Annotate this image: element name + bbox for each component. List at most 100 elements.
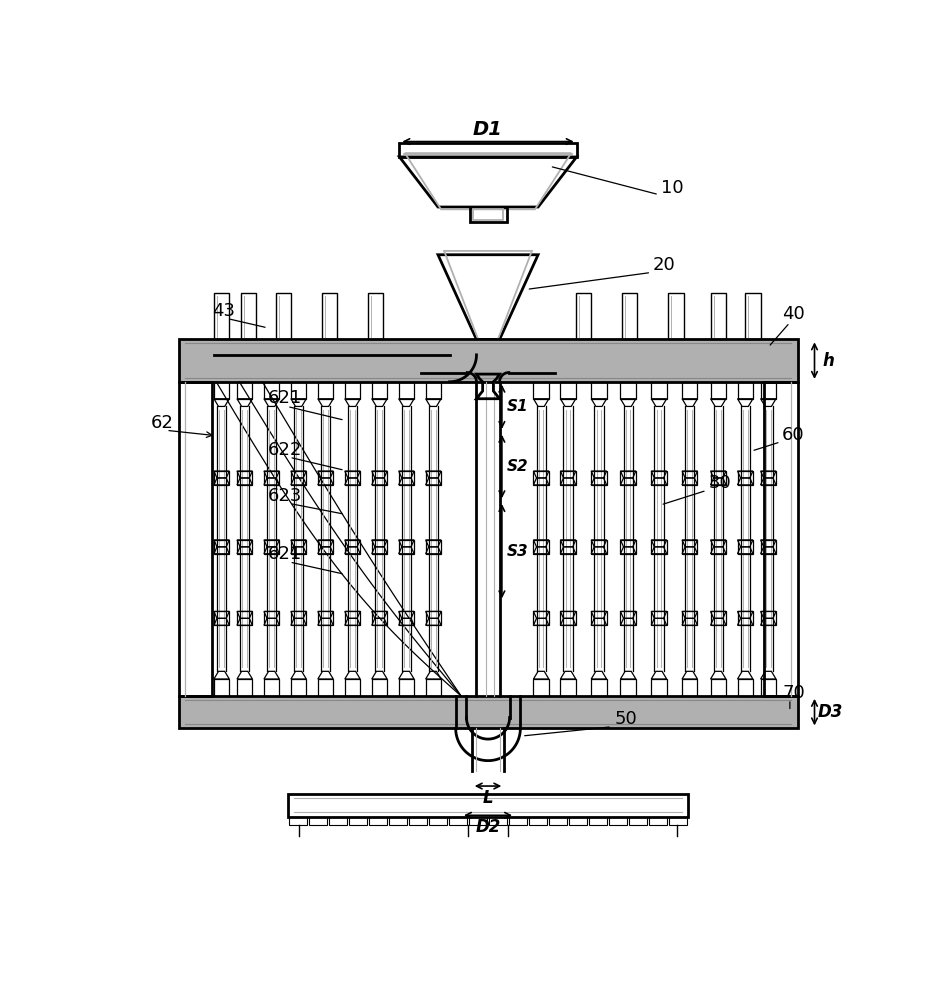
Bar	[288, 817, 307, 825]
Bar	[264, 540, 279, 554]
Bar	[533, 611, 548, 625]
Bar	[560, 471, 575, 485]
Bar	[473, 209, 502, 220]
Bar	[744, 293, 760, 339]
Bar	[371, 611, 387, 625]
Text: S2: S2	[506, 459, 527, 474]
Bar	[560, 679, 575, 696]
Bar	[213, 540, 229, 554]
Bar	[737, 611, 752, 625]
Bar	[371, 540, 387, 554]
Text: 70: 70	[782, 684, 804, 702]
Bar	[560, 382, 575, 399]
Bar	[650, 540, 666, 554]
Text: 30: 30	[707, 474, 730, 492]
Bar	[428, 817, 446, 825]
Bar	[710, 382, 725, 399]
Bar	[737, 382, 752, 399]
Bar	[620, 382, 635, 399]
Bar	[760, 540, 775, 554]
Bar	[237, 611, 252, 625]
Bar	[237, 679, 252, 696]
Bar	[398, 471, 414, 485]
Bar	[318, 679, 333, 696]
Bar	[388, 817, 407, 825]
Bar	[608, 817, 626, 825]
Bar	[237, 540, 252, 554]
Bar	[237, 471, 252, 485]
Bar	[528, 817, 546, 825]
Bar	[648, 817, 666, 825]
Text: 621: 621	[268, 545, 302, 563]
Text: 10: 10	[660, 179, 683, 197]
Bar	[710, 679, 725, 696]
Text: 621: 621	[268, 389, 302, 407]
Bar	[622, 293, 637, 339]
Bar	[468, 817, 486, 825]
Bar	[488, 817, 506, 825]
Bar	[398, 611, 414, 625]
Bar	[318, 611, 333, 625]
Bar	[398, 679, 414, 696]
Bar	[264, 679, 279, 696]
Bar	[760, 382, 775, 399]
Text: 40: 40	[782, 305, 804, 323]
Bar	[548, 817, 566, 825]
Bar	[682, 382, 697, 399]
Bar	[737, 679, 752, 696]
Bar	[371, 471, 387, 485]
Bar	[764, 382, 797, 696]
Bar	[533, 679, 548, 696]
Bar	[345, 382, 360, 399]
Bar	[682, 471, 697, 485]
Bar	[682, 679, 697, 696]
Text: 60: 60	[782, 426, 803, 444]
Text: h: h	[822, 352, 833, 370]
Bar	[213, 611, 229, 625]
Bar	[668, 817, 686, 825]
Bar	[179, 339, 797, 382]
Bar	[237, 382, 252, 399]
Bar	[426, 382, 441, 399]
Bar	[710, 471, 725, 485]
Bar	[682, 611, 697, 625]
Bar	[322, 293, 337, 339]
Bar	[179, 696, 797, 728]
Text: D1: D1	[472, 120, 503, 139]
Bar	[241, 293, 256, 339]
Bar	[426, 611, 441, 625]
Bar	[288, 794, 687, 817]
Bar	[508, 817, 526, 825]
Bar	[213, 471, 229, 485]
Bar	[448, 817, 466, 825]
Bar	[328, 817, 347, 825]
Bar	[590, 540, 606, 554]
Bar	[426, 471, 441, 485]
Bar	[179, 382, 212, 696]
Bar	[368, 817, 387, 825]
Bar	[710, 293, 725, 339]
Bar	[290, 471, 306, 485]
Text: D3: D3	[817, 703, 842, 721]
Bar	[469, 207, 506, 222]
Text: S1: S1	[506, 399, 527, 414]
Text: 622: 622	[268, 441, 302, 459]
Bar	[568, 817, 586, 825]
Bar	[290, 382, 306, 399]
Bar	[560, 611, 575, 625]
Bar	[533, 540, 548, 554]
Bar	[345, 611, 360, 625]
Text: 62: 62	[150, 414, 173, 432]
Bar	[290, 611, 306, 625]
Bar	[533, 471, 548, 485]
Text: 623: 623	[268, 487, 302, 505]
Bar	[345, 540, 360, 554]
Text: 43: 43	[212, 302, 235, 320]
Bar	[620, 611, 635, 625]
Bar	[318, 382, 333, 399]
Bar	[760, 611, 775, 625]
Bar	[590, 679, 606, 696]
Bar	[588, 817, 606, 825]
Bar	[620, 679, 635, 696]
Bar	[650, 382, 666, 399]
